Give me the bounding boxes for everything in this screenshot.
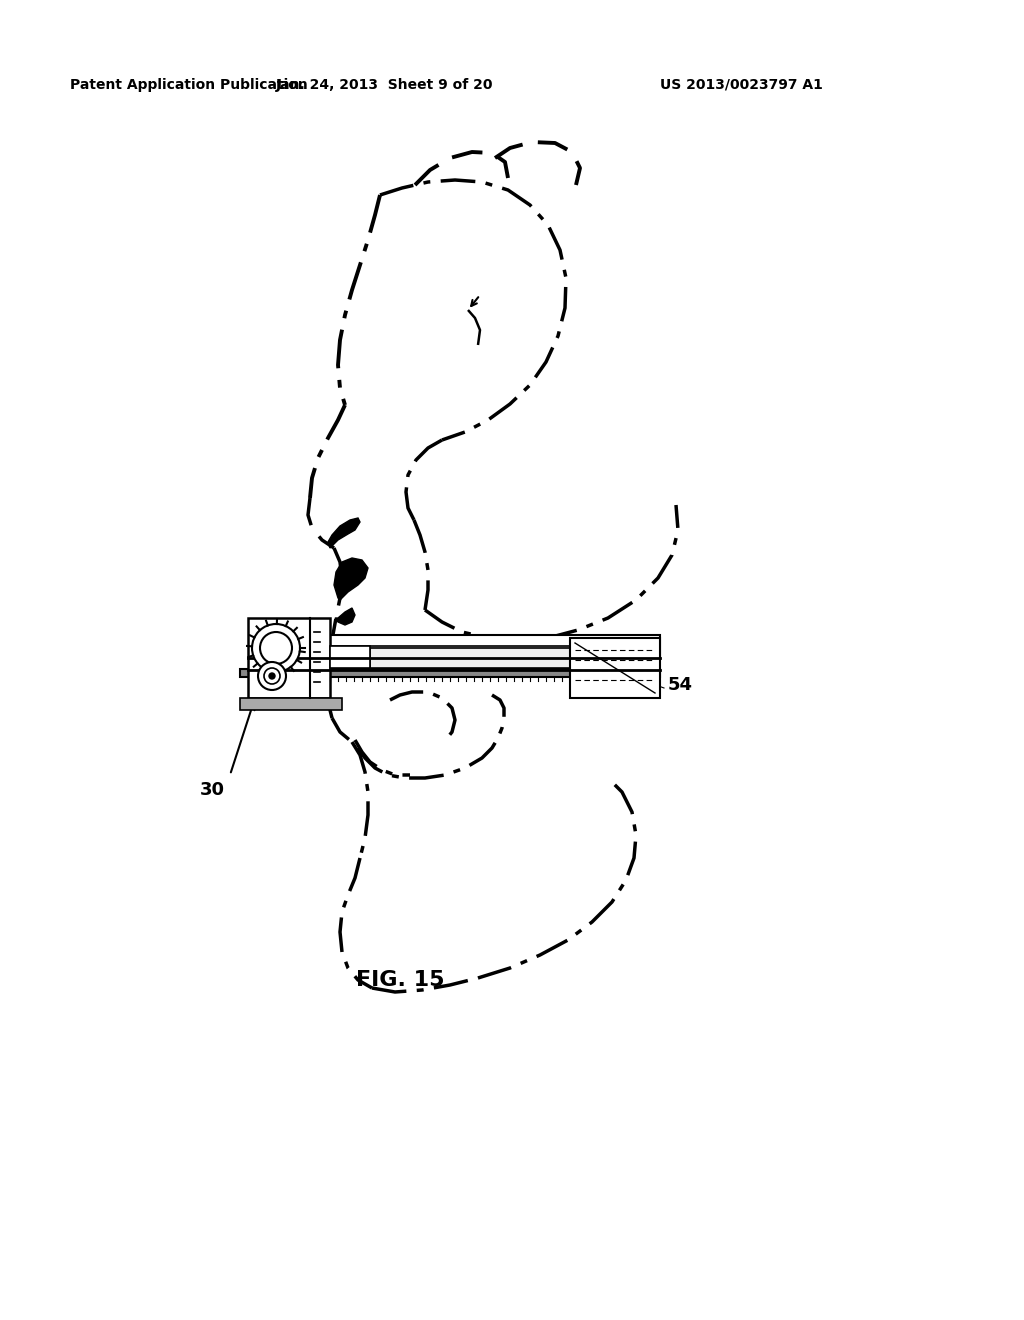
Circle shape [269, 673, 275, 678]
Text: 30: 30 [200, 781, 225, 799]
Circle shape [260, 632, 292, 664]
Text: Patent Application Publication: Patent Application Publication [70, 78, 308, 92]
Polygon shape [334, 558, 368, 601]
Bar [240, 698, 342, 710]
Circle shape [258, 663, 286, 690]
Polygon shape [328, 517, 360, 548]
Bar [330, 635, 660, 657]
Bar [370, 648, 570, 668]
Text: FIG. 15: FIG. 15 [355, 970, 444, 990]
Bar [240, 669, 660, 677]
Circle shape [252, 624, 300, 672]
Text: Jan. 24, 2013  Sheet 9 of 20: Jan. 24, 2013 Sheet 9 of 20 [276, 78, 494, 92]
Bar [570, 638, 660, 698]
Text: 54: 54 [668, 676, 693, 694]
Bar [330, 645, 660, 668]
Circle shape [264, 668, 280, 684]
Bar [248, 618, 330, 698]
Text: US 2013/0023797 A1: US 2013/0023797 A1 [660, 78, 823, 92]
Polygon shape [335, 609, 355, 624]
Bar [330, 645, 370, 668]
